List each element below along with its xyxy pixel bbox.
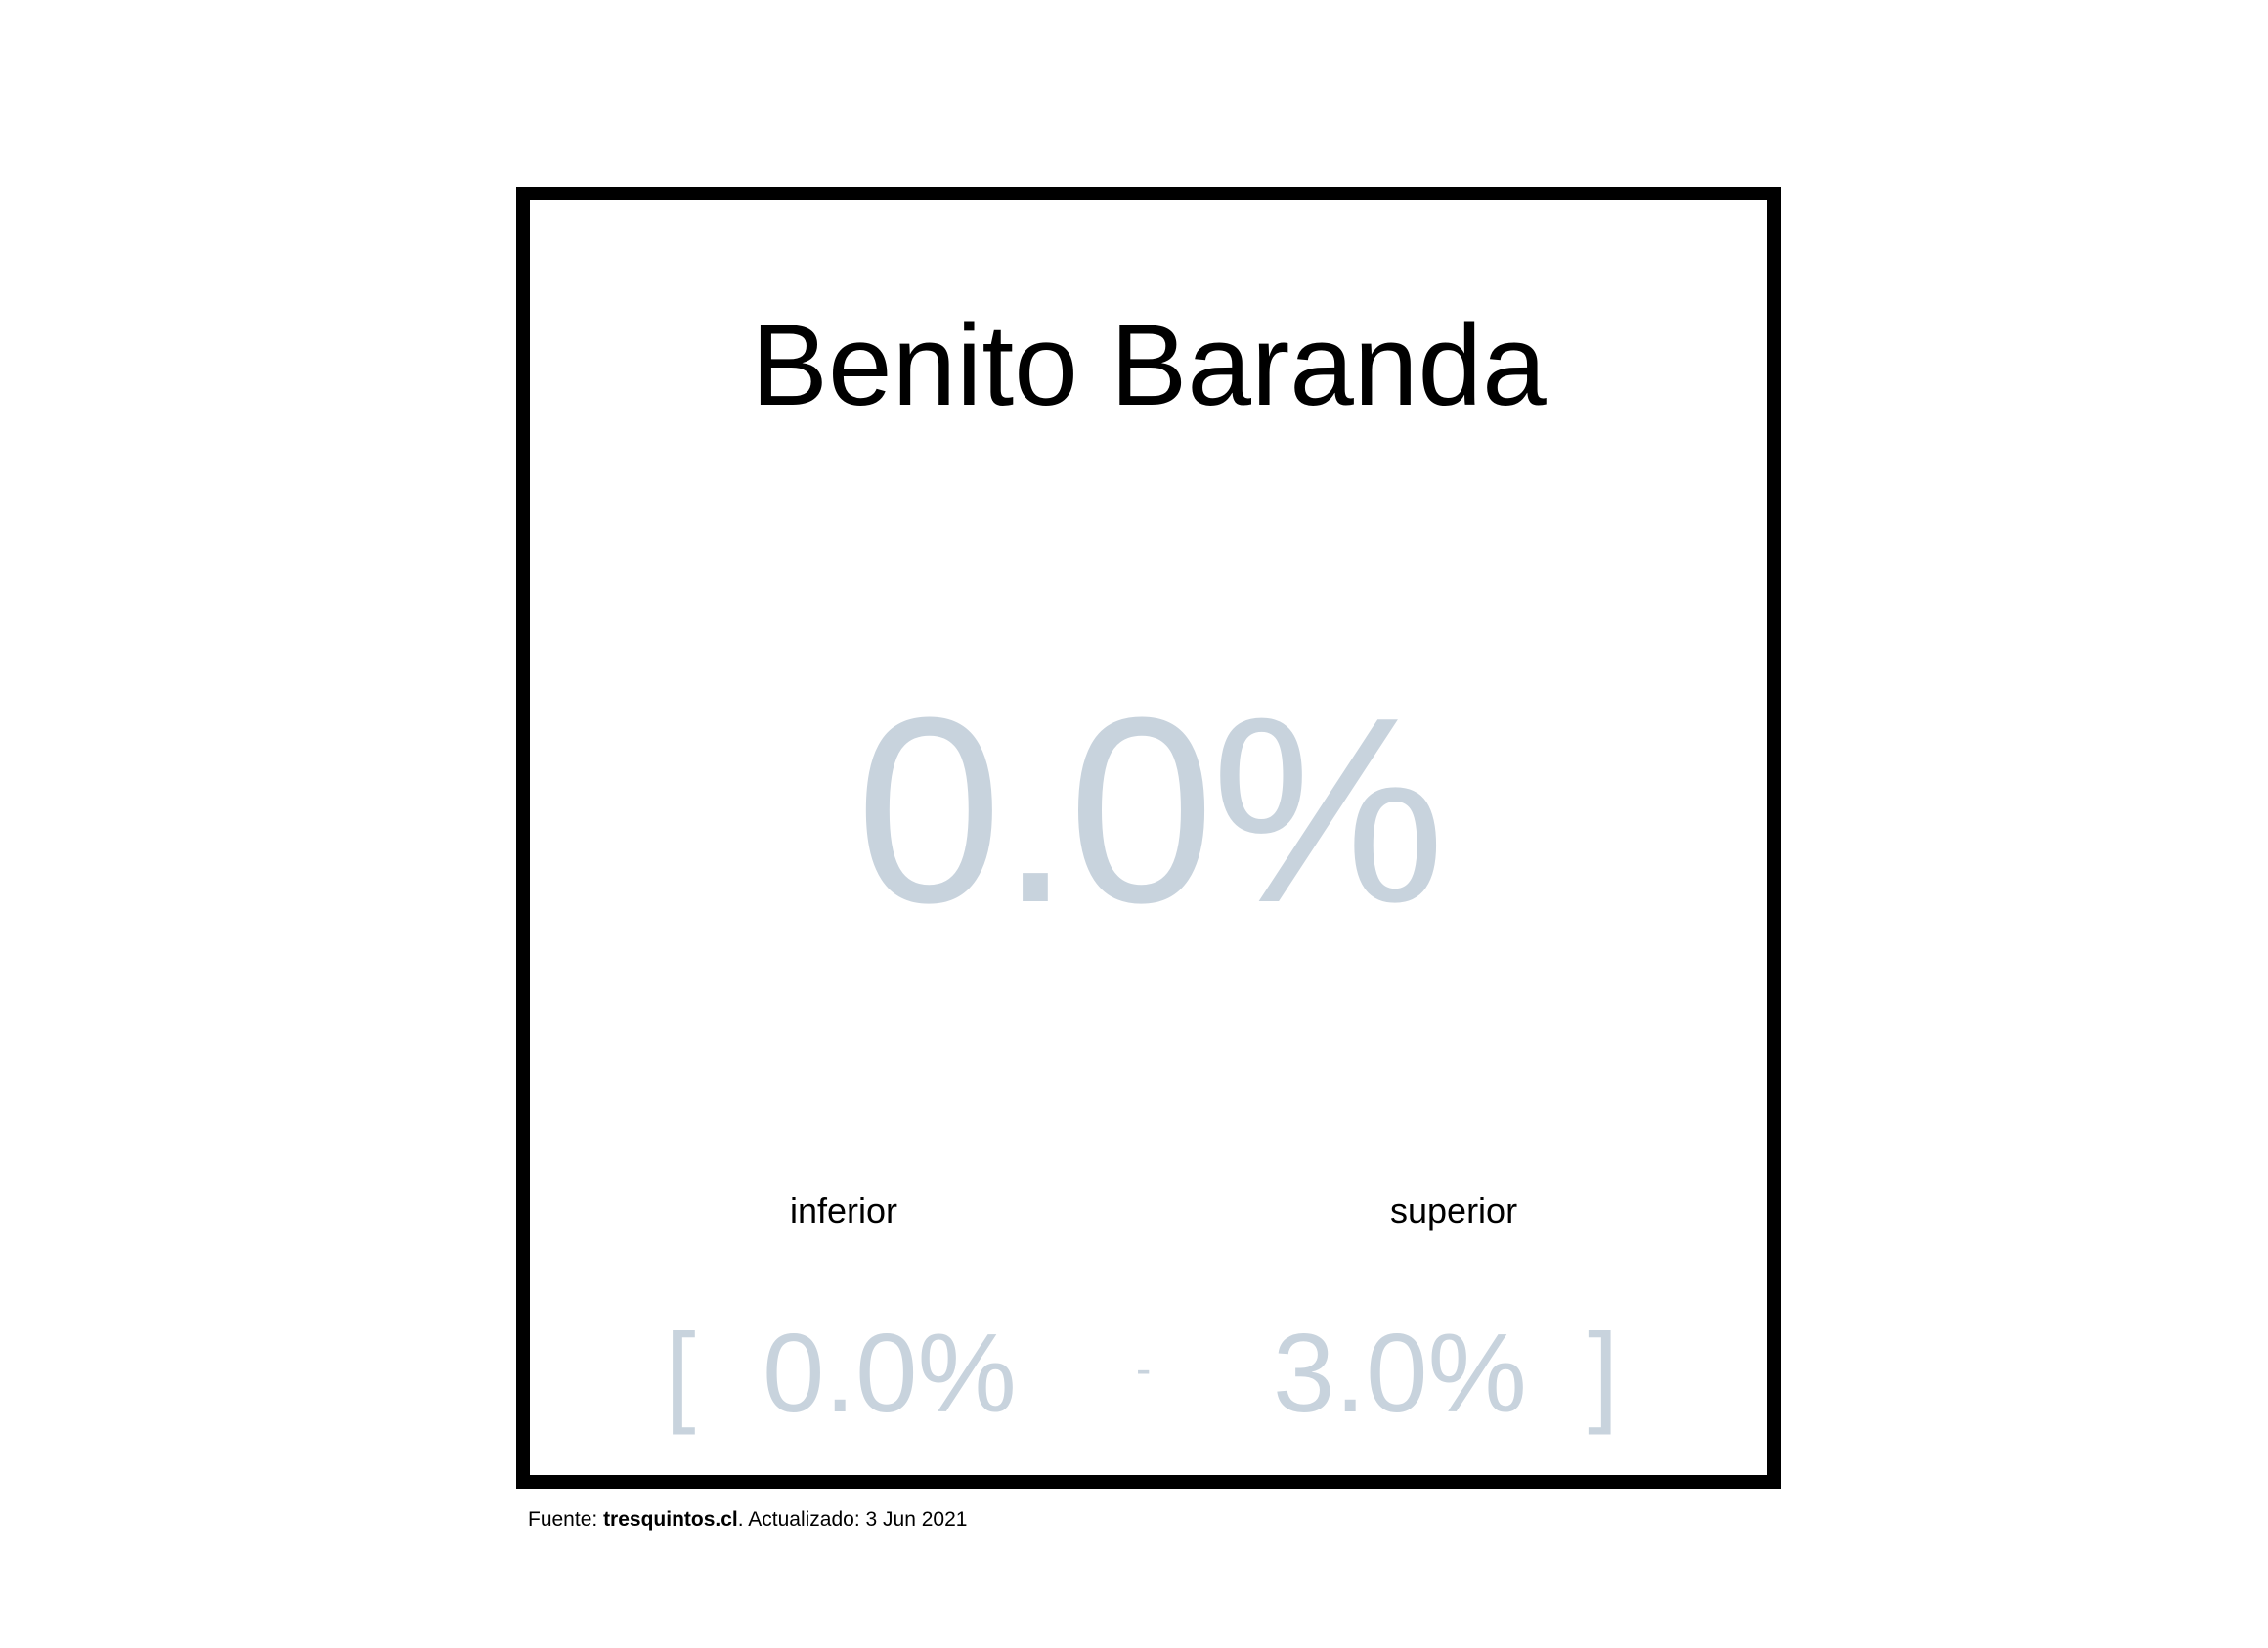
footer-updated: . Actualizado: 3 Jun 2021 (737, 1508, 968, 1531)
range-bracket-open: [ (665, 1312, 696, 1436)
upper-bound-label: superior (1390, 1191, 1518, 1231)
upper-bound-value: 3.0% (1273, 1312, 1527, 1436)
source-footer: Fuente: tresquintos.cl. Actualizado: 3 J… (528, 1509, 967, 1530)
candidate-name: Benito Baranda (751, 301, 1547, 430)
result-card: Benito Baranda 0.0% inferior superior [ … (516, 187, 1781, 1489)
source-site: tresquintos.cl (603, 1508, 738, 1531)
range-bracket-close: ] (1588, 1312, 1619, 1436)
footer-prefix: Fuente: (528, 1508, 604, 1531)
range-separator: - (1136, 1343, 1152, 1394)
main-percentage: 0.0% (855, 664, 1445, 958)
lower-bound-value: 0.0% (763, 1312, 1017, 1436)
lower-bound-label: inferior (790, 1191, 898, 1231)
